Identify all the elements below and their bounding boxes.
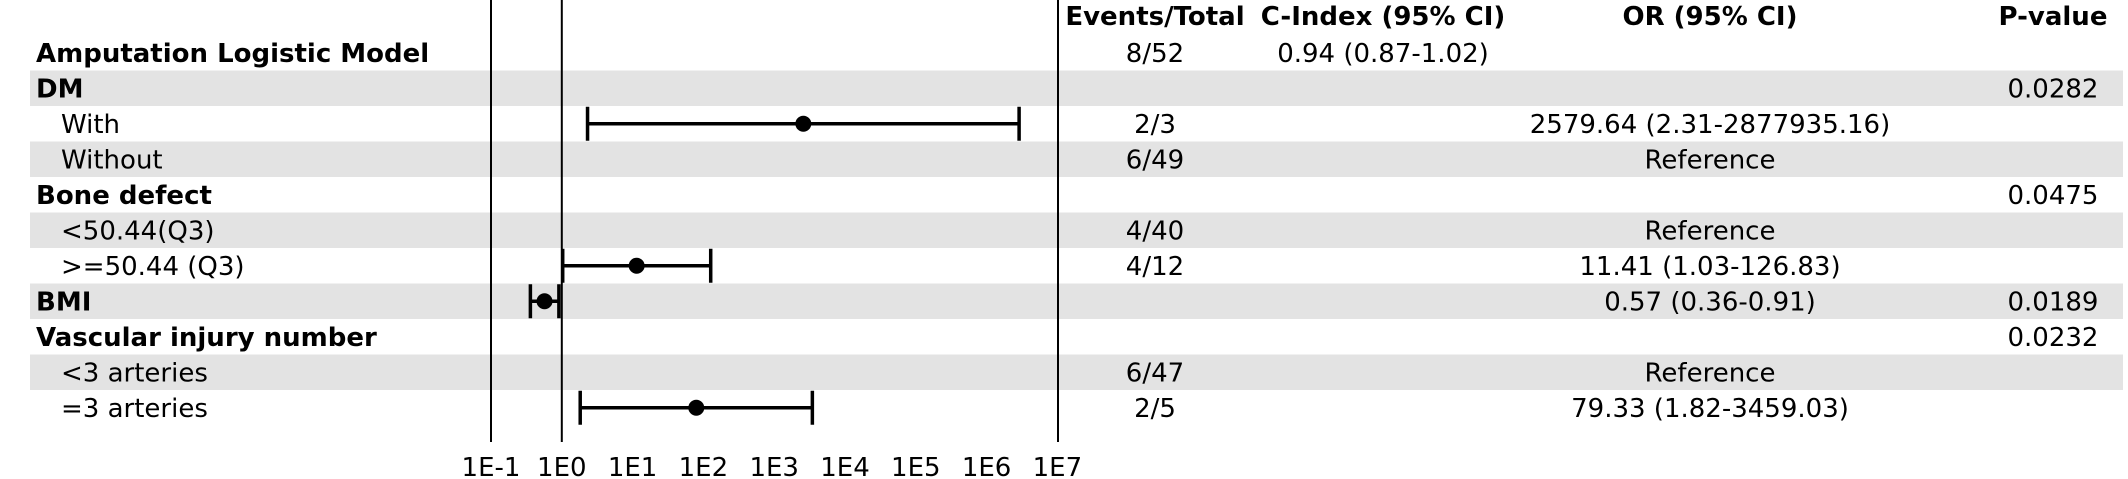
x-tick-label: 1E4 <box>820 453 870 479</box>
row-or: 2579.64 (2.31-2877935.16) <box>1530 110 1890 140</box>
x-tick-label: 1E3 <box>749 453 799 479</box>
row-events: 8/52 <box>1126 39 1184 69</box>
row-shade <box>30 283 2123 319</box>
x-tick-label: 1E6 <box>962 453 1012 479</box>
row-shade <box>30 141 2123 177</box>
row-events: 4/40 <box>1126 216 1184 246</box>
x-tick-label: 1E2 <box>679 453 729 479</box>
row-label: Amputation Logistic Model <box>36 39 429 69</box>
header-pvalue: P-value <box>1999 2 2108 32</box>
row-events: 2/5 <box>1134 394 1176 424</box>
x-tick-label: 1E7 <box>1033 453 1083 479</box>
x-tick-label: 1E0 <box>537 453 587 479</box>
column-headers: Events/Total C-Index (95% CI) OR (95% CI… <box>1065 2 2107 32</box>
row-shade <box>30 212 2123 248</box>
point-estimate <box>628 257 645 274</box>
point-estimate <box>536 293 553 310</box>
x-tick-label: 1E-1 <box>462 453 521 479</box>
row-label: <3 arteries <box>61 358 208 388</box>
plot-axes <box>490 0 1059 442</box>
row-events: 6/47 <box>1126 358 1184 388</box>
x-tick-labels: 1E-1 1E0 1E1 1E2 1E3 1E4 1E5 1E6 1E7 <box>462 453 1083 479</box>
table-rows: Amputation Logistic Model 8/52 0.94 (0.87-… <box>36 39 2098 424</box>
row-shading-layer <box>30 70 2123 390</box>
ci-marks <box>528 106 1021 425</box>
row-or: Reference <box>1645 145 1776 175</box>
row-events: 4/12 <box>1126 252 1184 282</box>
point-estimate <box>688 399 705 416</box>
point-estimate <box>795 115 812 132</box>
row-cindex: 0.94 (0.87-1.02) <box>1277 39 1489 69</box>
row-pvalue: 0.0189 <box>2008 287 2099 317</box>
row-label: With <box>61 110 120 140</box>
row-or: 11.41 (1.03-126.83) <box>1579 252 1840 282</box>
row-or: Reference <box>1645 216 1776 246</box>
header-cindex: C-Index (95% CI) <box>1261 2 1506 32</box>
row-label: Vascular injury number <box>36 323 377 353</box>
x-tick-label: 1E5 <box>891 453 941 479</box>
x-tick-label: 1E1 <box>608 453 658 479</box>
row-pvalue: 0.0282 <box>2008 74 2099 104</box>
row-shade <box>30 354 2123 390</box>
row-or: 79.33 (1.82-3459.03) <box>1571 394 1849 424</box>
header-or: OR (95% CI) <box>1623 2 1798 32</box>
row-label: Without <box>61 145 163 175</box>
row-pvalue: 0.0475 <box>2008 181 2099 211</box>
row-label: =3 arteries <box>61 394 208 424</box>
row-or: 0.57 (0.36-0.91) <box>1604 287 1816 317</box>
row-events: 2/3 <box>1134 110 1176 140</box>
row-shade <box>30 70 2123 106</box>
row-label: DM <box>36 74 83 104</box>
row-events: 6/49 <box>1126 145 1184 175</box>
header-events: Events/Total <box>1065 2 1244 32</box>
row-or: Reference <box>1645 358 1776 388</box>
row-label: BMI <box>36 287 91 317</box>
row-label: >=50.44 (Q3) <box>61 252 245 282</box>
row-label: Bone defect <box>36 181 212 211</box>
row-pvalue: 0.0232 <box>2008 323 2099 353</box>
row-label: <50.44(Q3) <box>61 216 215 246</box>
